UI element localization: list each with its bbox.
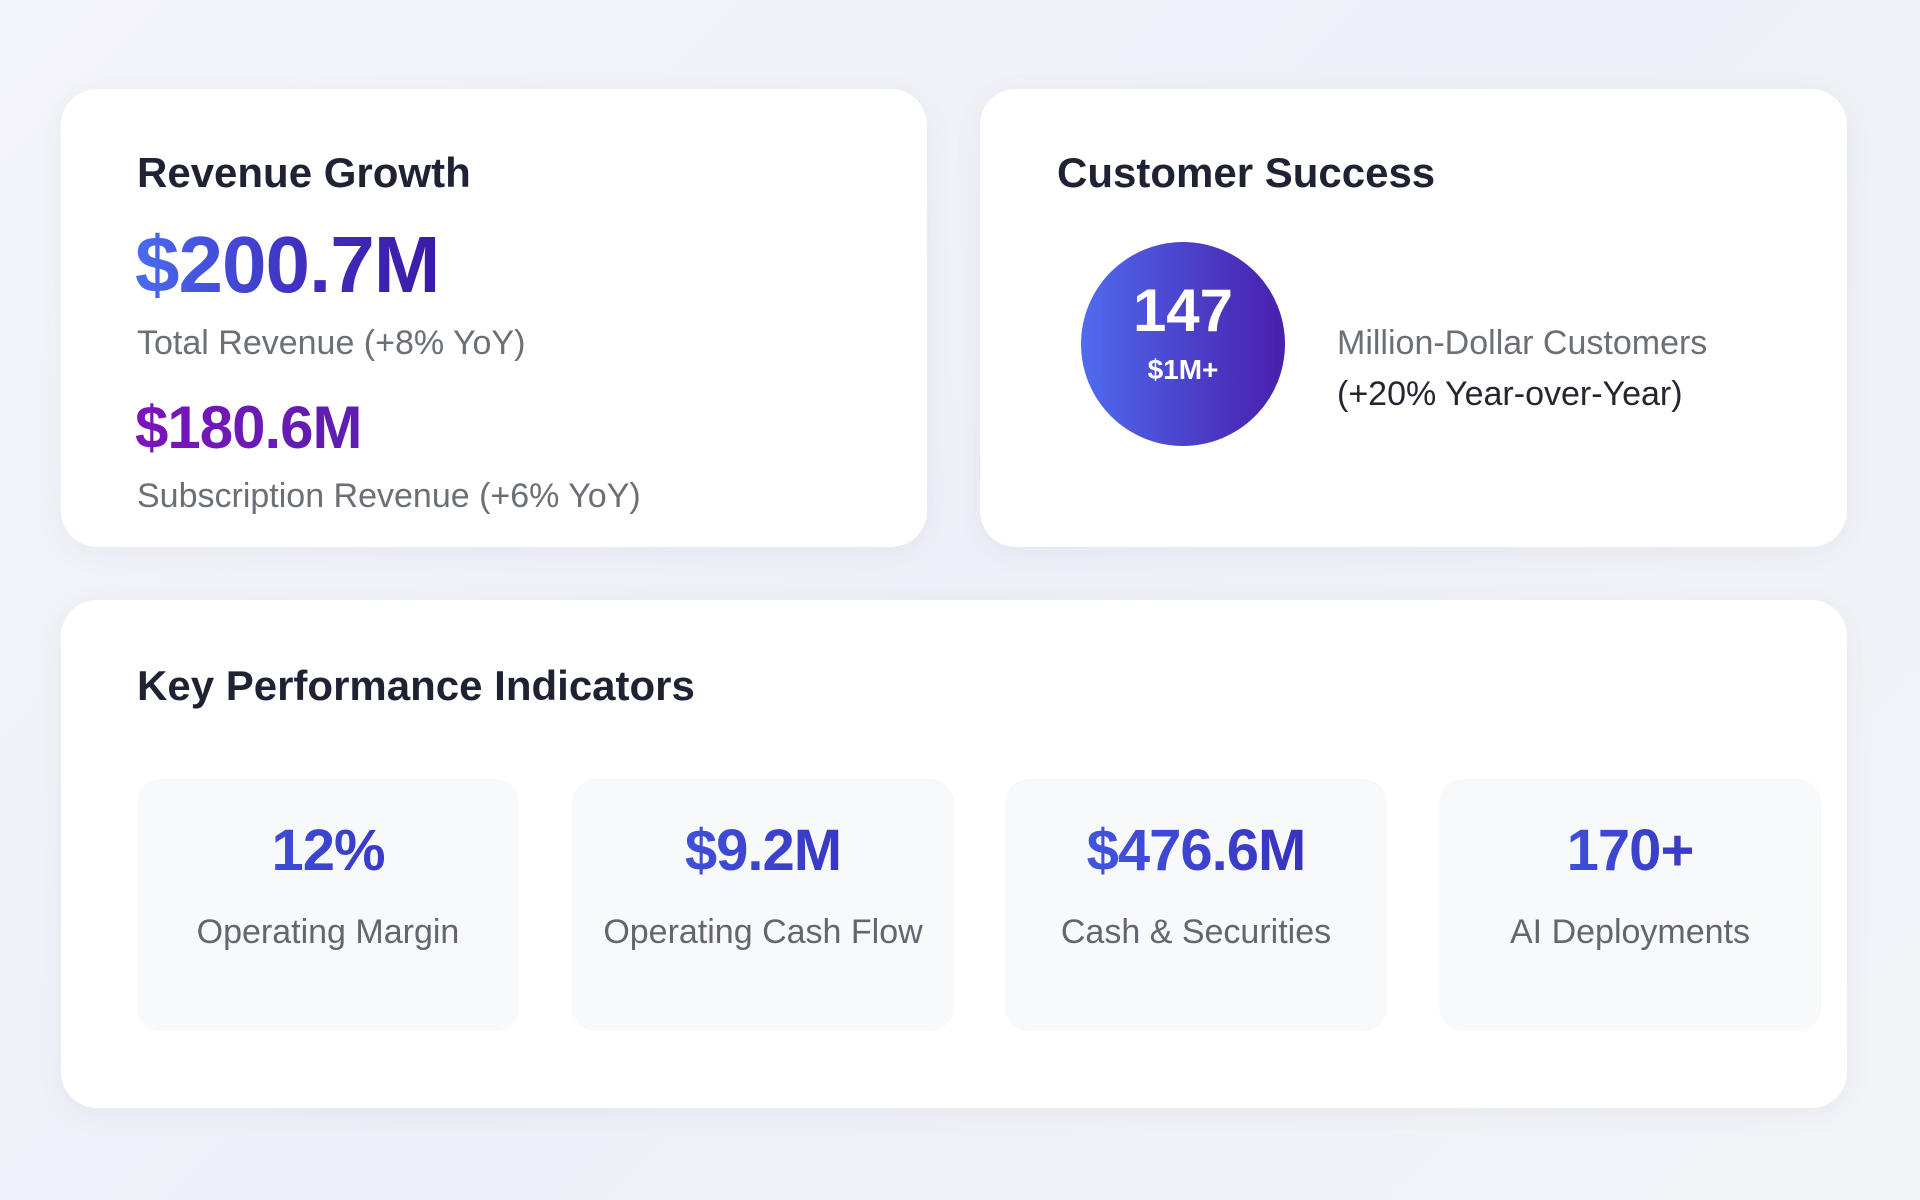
kpi-operating-margin: 12% Operating Margin <box>137 779 519 1031</box>
kpi-label: AI Deployments <box>1510 913 1750 951</box>
badge-subtext: $1M+ <box>1147 354 1219 385</box>
kpi-label: Operating Margin <box>196 913 460 951</box>
customers-growth: (+20% Year-over-Year) <box>1337 375 1683 413</box>
kpi-label: Cash & Securities <box>1060 913 1332 951</box>
badge-number: 147 <box>1132 277 1234 344</box>
revenue-growth-card: Revenue Growth $200.7M Total Revenue (+8… <box>61 89 927 547</box>
kpi-value: $9.2M <box>572 817 954 884</box>
customers-label: Million-Dollar Customers <box>1337 324 1708 362</box>
kpi-operating-cash-flow: $9.2M Operating Cash Flow <box>572 779 954 1031</box>
kpi-label: Operating Cash Flow <box>603 913 923 951</box>
kpi-ai-deployments: 170+ AI Deployments <box>1439 779 1821 1031</box>
customer-success-title: Customer Success <box>1057 149 1436 196</box>
kpi-cash-securities: $476.6M Cash & Securities <box>1005 779 1387 1031</box>
kpi-value: $476.6M <box>1005 817 1387 884</box>
total-revenue-label: Total Revenue (+8% YoY) <box>137 324 526 362</box>
total-revenue-value: $200.7M <box>135 220 440 309</box>
subscription-revenue-value: $180.6M <box>135 394 362 461</box>
subscription-revenue-label: Subscription Revenue (+6% YoY) <box>137 477 641 515</box>
kpi-title: Key Performance Indicators <box>137 662 695 709</box>
kpi-value: 170+ <box>1439 817 1821 884</box>
kpi-value: 12% <box>137 817 519 884</box>
million-dollar-customers-badge: 147 $1M+ <box>1081 242 1285 446</box>
revenue-growth-title: Revenue Growth <box>137 149 471 196</box>
